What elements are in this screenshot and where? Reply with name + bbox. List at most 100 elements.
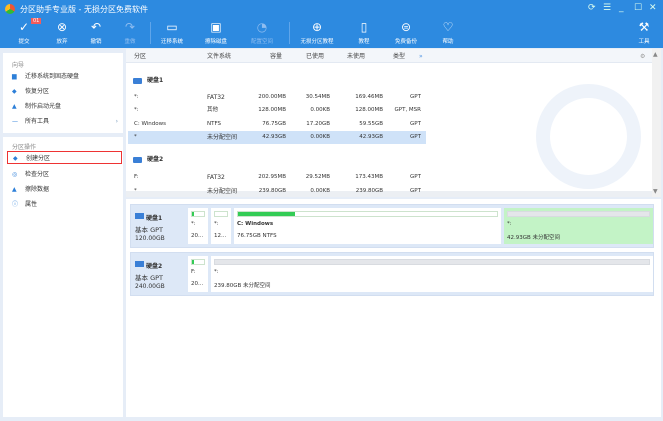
discard-button[interactable]: ⊗ 放弃	[42, 19, 82, 45]
shield-plus-icon: ⊕	[311, 20, 323, 34]
disk-icon: ▭	[166, 20, 178, 34]
table-row[interactable]: *: 其他 128.00MB 0.00KB 128.00MB GPT, MSR	[128, 104, 426, 117]
undo-button[interactable]: ↶ 撤销	[76, 19, 116, 45]
partition-block[interactable]: *: 42.93GB 未分配空间	[504, 208, 653, 244]
partition-info: 12...	[214, 233, 227, 239]
disk-map-2[interactable]: 硬盘2 基本 GPT 240.00GB F: 20... *: 239.80GB…	[130, 252, 654, 296]
sidebar-item-label: 擦除数据	[25, 186, 50, 193]
sidebar-item-recover-partition[interactable]: ◆ 恢复分区	[12, 85, 120, 98]
table-cell: 59.55GB	[359, 121, 383, 127]
table-cell: *	[134, 134, 137, 140]
table-row[interactable]: * 未分配空间 239.80GB 0.00KB 239.80GB GPT	[128, 185, 426, 198]
sidebar-item-label: 创建分区	[26, 155, 51, 162]
tutorial-label: 教程	[358, 39, 370, 45]
check-partition-icon: ◎	[12, 171, 18, 178]
vertical-scrollbar[interactable]: ▲ ▼	[652, 49, 661, 197]
free-backup-button[interactable]: ⊜ 免费备份	[386, 19, 426, 45]
partition-block[interactable]: *: 20...	[188, 208, 208, 244]
allocate-space-button[interactable]: ◔ 配置空间	[242, 19, 282, 45]
table-cell: 173.43MB	[355, 174, 383, 180]
table-cell: 其他	[207, 107, 219, 113]
partition-label: *:	[214, 221, 219, 227]
table-cell: GPT	[410, 174, 421, 180]
redo-icon: ↷	[124, 20, 136, 34]
partition-block[interactable]: *: 239.80GB 未分配空间	[211, 256, 653, 292]
disk-type: 基本 GPT	[135, 274, 163, 282]
table-cell: 未分配空间	[207, 134, 238, 141]
col-partition[interactable]: 分区	[134, 53, 147, 60]
table-cell: 128.00MB	[355, 107, 383, 113]
col-used[interactable]: 已使用	[306, 53, 325, 60]
more-columns-icon[interactable]: »	[419, 53, 423, 60]
partition-block[interactable]: C: Windows 76.75GB NTFS	[234, 208, 501, 244]
table-row[interactable]: *: FAT32 200.00MB 30.54MB 169.46MB GPT	[128, 91, 426, 104]
partition-block[interactable]: F: 20...	[188, 256, 208, 292]
disk-name: 硬盘2	[146, 263, 163, 270]
wizard-panel: 向导 ▆ 迁移系统到固态硬盘 ◆ 恢复分区 ▲ 制作启动光盘 — 所有工具 ›	[3, 53, 123, 133]
commit-button[interactable]: ✓ 提交	[4, 19, 44, 45]
disk-info[interactable]: 硬盘1 基本 GPT 120.00GB	[134, 208, 184, 244]
sidebar-item-label: 迁移系统到固态硬盘	[25, 73, 80, 80]
table-cell: 0.00KB	[310, 107, 330, 113]
usage-bar	[214, 211, 228, 217]
migrate-os-button[interactable]: ▭ 迁移系统	[152, 19, 192, 45]
table-cell: 29.52MB	[305, 174, 330, 180]
col-capacity[interactable]: 容量	[270, 53, 283, 60]
table-cell: 0.00KB	[310, 134, 330, 140]
table-cell: GPT	[410, 134, 421, 140]
commit-label: 提交	[18, 39, 30, 45]
sidebar-item-wipe-data[interactable]: ▲ 擦除数据	[12, 183, 120, 196]
disk-icon	[135, 261, 144, 267]
table-cell: *:	[134, 107, 139, 113]
disk1-header[interactable]: 硬盘1	[133, 75, 163, 84]
redo-label: 重做	[124, 39, 136, 45]
horizontal-scrollbar[interactable]	[126, 191, 652, 197]
wipe-data-icon: ▲	[12, 186, 17, 193]
refresh-icon[interactable]: ⟳	[588, 3, 596, 13]
wipe-disk-button[interactable]: ▣ 擦除磁盘	[196, 19, 236, 45]
partition-info: 20...	[191, 233, 204, 239]
disk-map-1[interactable]: 硬盘1 基本 GPT 120.00GB *: 20... *: 12... C:…	[130, 204, 654, 248]
sidebar-item-check-partition[interactable]: ◎ 检查分区	[12, 168, 120, 181]
disk2-header[interactable]: 硬盘2	[133, 154, 163, 163]
maximize-button[interactable]: ☐	[634, 3, 643, 13]
sidebar-item-migrate-ssd[interactable]: ▆ 迁移系统到固态硬盘	[12, 70, 120, 83]
menu-icon[interactable]: ☰	[603, 3, 612, 13]
sidebar-item-properties[interactable]: ⓘ 属性	[12, 198, 120, 211]
sidebar-item-label: 恢复分区	[25, 88, 50, 95]
sidebar-item-make-boot-disc[interactable]: ▲ 制作启动光盘	[12, 100, 120, 113]
disk-name: 硬盘2	[147, 156, 164, 163]
table-cell: 239.80GB	[355, 188, 383, 194]
wipe-disk-label: 擦除磁盘	[204, 39, 227, 45]
col-filesystem[interactable]: 文件系统	[207, 53, 232, 60]
minimize-button[interactable]: _	[619, 3, 624, 13]
partition-block[interactable]: *: 12...	[211, 208, 231, 244]
col-type[interactable]: 类型	[393, 53, 406, 60]
usage-bar	[237, 211, 498, 217]
table-row[interactable]: F: FAT32 202.95MB 29.52MB 173.43MB GPT	[128, 171, 426, 184]
undo-icon: ↶	[90, 20, 102, 34]
tools-button[interactable]: ⚒ 工具	[625, 19, 663, 45]
sidebar-item-label: 所有工具	[25, 118, 50, 125]
tutorial-button[interactable]: ▯ 教程	[344, 19, 384, 45]
close-button[interactable]: ✕	[649, 3, 657, 13]
table-row[interactable]: * 未分配空间 42.93GB 0.00KB 42.93GB GPT	[128, 131, 426, 144]
partition-ops-panel: 分区操作 ◆ 创建分区 ◎ 检查分区 ▲ 擦除数据 ⓘ 属性	[3, 137, 123, 417]
redo-button[interactable]: ↷ 重做	[110, 19, 150, 45]
disk-info[interactable]: 硬盘2 基本 GPT 240.00GB	[134, 256, 184, 292]
table-cell: 202.95MB	[258, 174, 286, 180]
wizard-title: 向导	[12, 62, 25, 69]
info-icon: ⓘ	[12, 201, 19, 208]
help-button[interactable]: ♡ 帮助	[428, 19, 468, 45]
usage-bar	[191, 211, 205, 217]
partition-label: *:	[214, 269, 219, 275]
col-free[interactable]: 未使用	[347, 53, 366, 60]
table-row[interactable]: C: Windows NTFS 76.75GB 17.20GB 59.55GB GPT	[128, 118, 426, 131]
window-title: 分区助手专业版 - 无损分区免费软件	[20, 5, 148, 14]
book-icon: ▯	[360, 20, 368, 34]
settings-icon[interactable]: ⚙	[640, 53, 646, 60]
sidebar-item-all-tools[interactable]: — 所有工具 ›	[12, 115, 120, 128]
partition-table: ▲ ▼	[126, 49, 661, 197]
sidebar-item-create-partition[interactable]: ◆ 创建分区	[7, 151, 122, 164]
tutorial-lossless-button[interactable]: ⊕ 无损分区教程	[294, 19, 340, 45]
